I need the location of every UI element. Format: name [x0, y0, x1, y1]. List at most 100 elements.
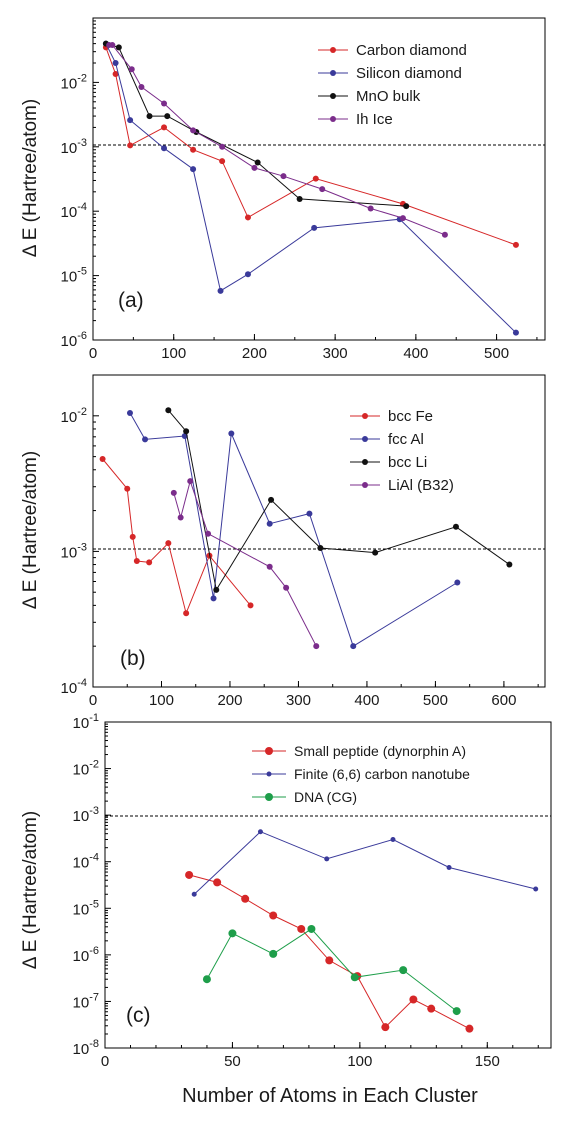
data-point-small-peptide-dynorphin-a — [269, 911, 278, 920]
data-point-mno-bulk — [254, 159, 261, 166]
panel-a-axes: 0 100 200 300 400 500 10-6 10-5 10-4 10-3 10-2 — [61, 20, 538, 362]
data-point-ih-ice — [251, 164, 258, 171]
data-point-fcc-al — [210, 595, 217, 602]
data-point-dna-cg — [307, 924, 316, 933]
x-axis-label: Number of Atoms in Each Cluster — [182, 1085, 478, 1107]
data-point-bcc-li — [183, 428, 190, 435]
data-point-bcc-li — [506, 561, 513, 568]
data-point-ih-ice — [128, 66, 135, 73]
data-point-silicon-diamond — [311, 224, 318, 231]
data-point-small-peptide-dynorphin-a — [409, 995, 418, 1004]
data-point-lial-b32 — [283, 584, 290, 591]
x-tick-label: 0 — [89, 345, 97, 362]
data-point-ih-ice — [367, 205, 374, 212]
y-tick-label: 10-5 — [73, 898, 99, 918]
data-point-silicon-diamond — [127, 117, 134, 124]
data-point-mno-bulk — [115, 44, 122, 51]
data-point-silicon-diamond — [112, 60, 119, 67]
y-tick-label: 10-5 — [61, 266, 87, 286]
data-point-silicon-diamond — [161, 145, 168, 152]
data-point-lial-b32 — [313, 643, 320, 650]
legend-label-mno-bulk: MnO bulk — [356, 88, 421, 105]
data-point-mno-bulk — [164, 113, 171, 120]
legend-marker-small-peptide-dynorphin-a — [265, 747, 273, 755]
x-tick-label: 400 — [354, 692, 379, 709]
data-point-dna-cg — [452, 1007, 461, 1016]
data-point-lial-b32 — [205, 530, 212, 537]
legend-marker-bcc-li — [362, 459, 368, 465]
y-tick-label: 10-4 — [61, 201, 87, 221]
series-line-carbon-diamond — [105, 47, 517, 246]
panel-a: Δ E (Hartree/atom) (a) 0 100 200 300 400 500 1… — [20, 17, 546, 362]
legend-label-finite-6-6-carbon-nanotube: Finite (6,6) carbon nanotube — [294, 766, 470, 782]
data-point-fcc-al — [228, 430, 235, 437]
legend-marker-bcc-fe — [362, 413, 368, 419]
panel-a-frame — [92, 17, 546, 341]
data-point-lial-b32 — [177, 514, 184, 521]
series-line-dna-cg — [206, 928, 458, 1012]
data-point-bcc-fe — [129, 533, 136, 540]
panel-b-ylabel: Δ E (Hartree/atom) — [20, 451, 41, 609]
data-point-dna-cg — [228, 929, 237, 938]
series-line-small-peptide-dynorphin-a — [188, 874, 470, 1030]
data-point-carbon-diamond — [161, 124, 168, 131]
data-point-fcc-al — [126, 409, 133, 416]
data-point-finite-6-6-carbon-nanotube — [324, 856, 330, 862]
data-point-small-peptide-dynorphin-a — [241, 894, 250, 903]
legend-label-bcc-fe: bcc Fe — [388, 408, 433, 425]
data-point-bcc-fe — [247, 602, 254, 609]
data-point-silicon-diamond — [217, 287, 224, 294]
y-tick-label: 10-3 — [61, 137, 87, 157]
data-point-bcc-fe — [99, 456, 106, 463]
data-point-fcc-al — [266, 520, 273, 527]
y-tick-label: 10-8 — [73, 1038, 99, 1058]
legend-marker-silicon-diamond — [330, 70, 336, 76]
legend-label-carbon-diamond: Carbon diamond — [356, 42, 467, 59]
legend-marker-finite-6-6-carbon-nanotube — [266, 771, 272, 777]
data-point-fcc-al — [306, 510, 313, 517]
data-point-fcc-al — [454, 579, 461, 586]
panel-b-legend: bcc Fe fcc Al bcc Li LiAl (B32) — [350, 408, 454, 494]
x-tick-label: 500 — [484, 345, 509, 362]
data-point-ih-ice — [138, 83, 145, 90]
data-point-carbon-diamond — [244, 214, 251, 221]
data-point-bcc-li — [452, 523, 459, 530]
data-point-finite-6-6-carbon-nanotube — [390, 836, 396, 842]
data-point-ih-ice — [441, 231, 448, 238]
data-point-dna-cg — [269, 949, 278, 958]
data-point-ih-ice — [280, 173, 287, 180]
data-point-lial-b32 — [187, 478, 194, 485]
panel-c-legend: Small peptide (dynorphin A) Finite (6,6) … — [252, 743, 470, 805]
data-point-carbon-diamond — [190, 146, 197, 153]
data-point-small-peptide-dynorphin-a — [213, 878, 222, 887]
data-point-bcc-li — [165, 407, 172, 414]
series-line-lial-b32 — [173, 479, 317, 647]
y-tick-label: 10-2 — [73, 759, 99, 779]
data-point-ih-ice — [319, 186, 326, 193]
data-point-ih-ice — [399, 215, 406, 222]
data-point-fcc-al — [350, 643, 357, 650]
y-tick-label: 10-4 — [73, 852, 99, 872]
data-point-small-peptide-dynorphin-a — [381, 1023, 390, 1032]
panel-b-axes: 0 100 200 300 400 500 600 10-4 10-3 10-2 — [61, 406, 539, 709]
data-point-dna-cg — [202, 975, 211, 984]
x-tick-label: 600 — [491, 692, 516, 709]
panel-a-series — [102, 40, 519, 336]
x-tick-label: 500 — [423, 692, 448, 709]
data-point-finite-6-6-carbon-nanotube — [533, 886, 539, 892]
data-point-carbon-diamond — [127, 142, 134, 149]
y-tick-label: 10-2 — [61, 406, 87, 426]
data-point-bcc-li — [372, 549, 379, 556]
data-point-silicon-diamond — [244, 271, 251, 278]
legend-label-bcc-li: bcc Li — [388, 454, 427, 471]
legend-marker-carbon-diamond — [330, 47, 336, 53]
panel-c-frame — [104, 721, 552, 1049]
y-tick-label: 10-4 — [61, 677, 87, 697]
y-tick-label: 10-2 — [61, 72, 87, 92]
legend-label-small-peptide-dynorphin-a: Small peptide (dynorphin A) — [294, 743, 466, 759]
panel-c-ylabel: Δ E (Hartree/atom) — [20, 811, 41, 969]
data-point-carbon-diamond — [112, 71, 119, 78]
data-point-mno-bulk — [296, 195, 303, 202]
x-tick-label: 300 — [323, 345, 348, 362]
series-line-silicon-diamond — [105, 43, 517, 334]
